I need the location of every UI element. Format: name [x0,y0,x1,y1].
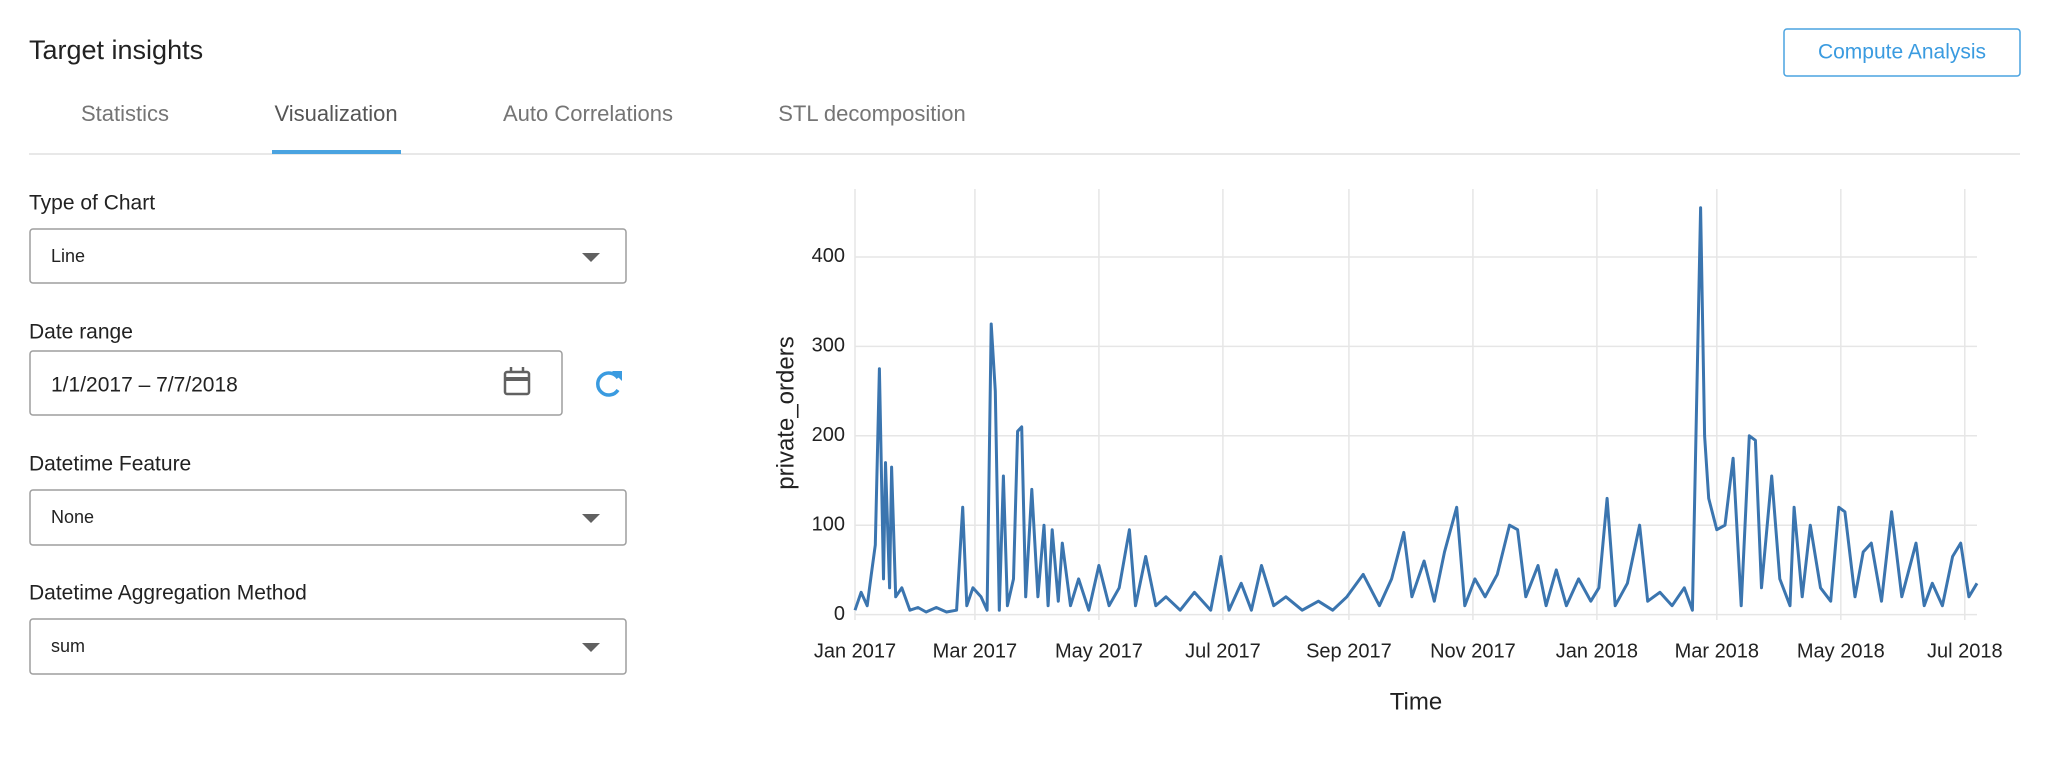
field-label: Datetime Aggregation Method [29,582,307,605]
select-value[interactable]: Line [51,246,85,266]
dropdown-arrow[interactable] [582,514,600,523]
y-tick-label: 0 [834,603,845,625]
select-value[interactable]: None [51,507,94,527]
tab[interactable]: Auto Correlations [503,101,673,126]
y-tick-label: 200 [812,424,845,446]
field-label: Datetime Feature [29,453,191,476]
compute-button[interactable] [1783,28,2021,77]
date-input[interactable] [29,350,563,416]
select[interactable] [29,489,627,546]
dropdown-arrow[interactable] [582,253,600,262]
x-axis-title: Time [1390,688,1442,715]
page-title: Target insights [29,35,203,65]
date-value[interactable]: 1/1/2017 – 7/7/2018 [51,374,238,397]
x-tick-label: Jul 2017 [1185,640,1261,662]
chart: Time private_orders 0 100 200 300 400 Jan 201… [772,189,2003,715]
compute-button-label[interactable]: Compute Analysis [1818,41,1986,64]
field-label: Type of Chart [29,192,155,215]
y-tick-label: 100 [812,513,845,535]
dropdown-arrow[interactable] [582,643,600,652]
select[interactable] [29,618,627,675]
y-axis-title: private_orders [772,336,799,489]
select-value[interactable]: sum [51,636,85,656]
x-tick-label: Sep 2017 [1306,640,1392,662]
y-tick-label: 400 [812,245,845,267]
x-tick-label: Jan 2018 [1556,640,1638,662]
select[interactable] [29,228,627,284]
refresh-icon[interactable] [596,371,622,397]
calendar-icon[interactable] [503,367,531,396]
x-tick-label: Mar 2018 [1675,640,1760,662]
x-tick-label: May 2017 [1055,640,1143,662]
x-tick-label: Nov 2017 [1430,640,1516,662]
tab-active[interactable]: Visualization [274,101,397,126]
tab[interactable]: STL decomposition [778,101,966,126]
x-tick-label: May 2018 [1797,640,1885,662]
y-tick-label: 300 [812,335,845,357]
x-tick-label: Mar 2017 [933,640,1018,662]
data-line [853,206,1979,614]
x-tick-label: Jul 2018 [1927,640,2003,662]
x-tick-label: Jan 2017 [814,640,896,662]
tab-indicator [272,150,401,154]
tab[interactable]: Statistics [81,101,169,126]
field-label: Date range [29,321,133,344]
